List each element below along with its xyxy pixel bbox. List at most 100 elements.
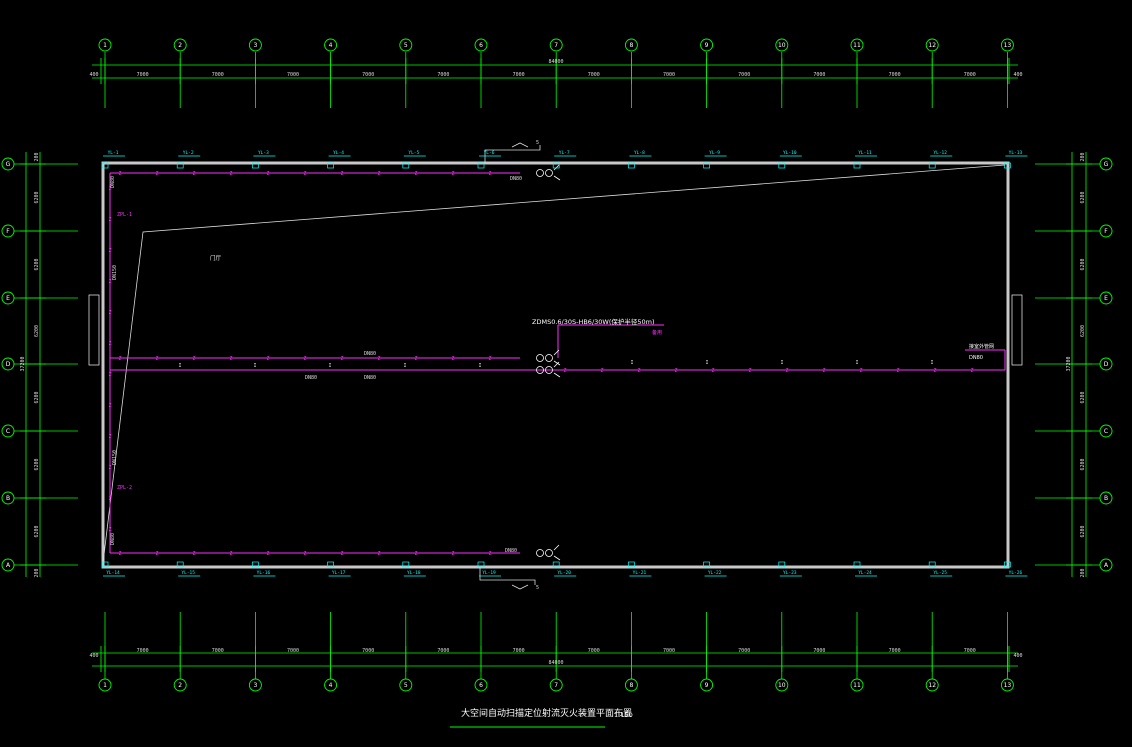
column-tag-YL-13: YL-13	[1009, 150, 1023, 156]
bay-dimension-bottom: 7000	[588, 648, 600, 654]
axis-bubble-1-bottom	[98, 678, 112, 692]
pipe-marker-z: Z	[229, 551, 232, 557]
column-icon	[176, 162, 184, 169]
connection-dn: DN80	[969, 355, 983, 361]
end-offset-dimension: 400	[89, 72, 98, 78]
column-tag-YL-25: YL-25	[933, 570, 947, 576]
axis-label-8: 8	[629, 682, 633, 689]
section-arrow-top	[511, 142, 529, 148]
room-label: 门厅	[210, 254, 222, 262]
pipe-marker-z: Z	[637, 368, 640, 374]
axis-bubble-G-left	[1, 157, 15, 171]
axis-label-13: 13	[1004, 42, 1012, 49]
bay-dimension-bottom: 7000	[137, 648, 149, 654]
axis-bubble-E-right	[1099, 291, 1113, 305]
pipe-marker-z: Z	[414, 551, 417, 557]
overall-width-left: 37200	[20, 356, 26, 371]
row-dimension-right: 6200	[1080, 325, 1086, 337]
axis-label-1: 1	[103, 42, 107, 49]
pipe-marker-z: Z	[896, 368, 899, 374]
column-tag-YL-8: YL-8	[634, 150, 645, 156]
axis-bubble-7-bottom	[549, 678, 563, 692]
dn-label-bottom: DN80	[505, 548, 517, 554]
pipe-marker-z: Z	[933, 368, 936, 374]
partition-line	[102, 164, 1006, 564]
pipe-marker-z: Z	[155, 171, 158, 177]
column-tag-YL-21: YL-21	[633, 570, 647, 576]
column-tag-YL-26: YL-26	[1009, 570, 1023, 576]
bay-dimension-top: 7000	[212, 72, 224, 78]
column-icon	[477, 162, 485, 169]
column-icon	[402, 162, 410, 169]
axis-bubble-13-top	[1000, 38, 1014, 52]
pipe-marker-z: Z	[118, 551, 121, 557]
axis-bubble-A-left	[1, 558, 15, 572]
axis-bubble-9-bottom	[700, 678, 714, 692]
row-dimension-right: 6200	[1080, 191, 1086, 203]
pipe-marker-z: Z	[451, 171, 454, 177]
axis-label-10: 10	[778, 42, 786, 49]
pipe-marker-z: Z	[192, 356, 195, 362]
bay-dimension-bottom: 7000	[889, 648, 901, 654]
pipe-network: Z Z Z Z Z Z Z Z Z Z Z Z Z Z Z Z Z Z Z Z Z Z Z Z Z Z Z Z Z Z Z Z Z Z Z Z Z Z Z Z…	[108, 164, 1006, 561]
axis-bubble-11-top	[850, 38, 864, 52]
axis-label-6: 6	[479, 682, 483, 689]
axis-bubble-3-top	[248, 38, 262, 52]
axis-label-5: 5	[404, 682, 408, 689]
axis-bubble-13-bottom	[1000, 678, 1014, 692]
cannon-icon	[545, 354, 553, 362]
bay-dimension-top: 7000	[738, 72, 750, 78]
axis-label-G: G	[6, 161, 11, 168]
device-note: 备用	[652, 329, 662, 336]
bay-dimension-top: 7000	[813, 72, 825, 78]
column-tag-YL-7: YL-7	[559, 150, 570, 156]
column-tags: YL-1 YL-2 YL-3 YL-4 YL-5 YL-6 YL-7 YL-8 YL-9 YL-1…	[101, 150, 1028, 577]
bay-dimension-top: 7000	[588, 72, 600, 78]
axis-bubble-8-top	[624, 38, 638, 52]
edge-offset-dimension: 200	[1080, 568, 1086, 577]
pipe-marker-z: Z	[108, 372, 111, 378]
column-icon	[552, 561, 560, 568]
column-tag-YL-3: YL-3	[258, 150, 269, 156]
axis-bubble-D-right	[1099, 357, 1113, 371]
axis-bubble-7-top	[549, 38, 563, 52]
bay-dimension-top: 7000	[287, 72, 299, 78]
pipe-marker-z: Z	[340, 551, 343, 557]
riser-label-1: ZPL-1	[117, 212, 132, 218]
bay-dimension-bottom: 7000	[212, 648, 224, 654]
axis-label-C: C	[6, 428, 10, 435]
door-right	[1011, 294, 1023, 366]
column-icon	[628, 162, 635, 169]
pipe-marker-i: I	[855, 360, 858, 366]
axis-label-1: 1	[103, 682, 107, 689]
bay-dimension-bottom: 7000	[437, 648, 449, 654]
pipe-marker-z: Z	[192, 551, 195, 557]
row-dimension-left: 6200	[34, 258, 40, 270]
axis-label-12: 12	[928, 682, 936, 689]
pipe-marker-z: Z	[822, 368, 825, 374]
pipe-marker-i: I	[178, 363, 181, 369]
axis-bubble-12-bottom	[925, 678, 939, 692]
column-icon	[101, 162, 109, 169]
axis-bubble-C-right	[1099, 424, 1113, 438]
axis-label-3: 3	[253, 682, 257, 689]
pipe-marker-z: Z	[118, 171, 121, 177]
column-icon	[1004, 561, 1011, 568]
dn-label-riser: DN150	[112, 265, 118, 280]
pipe-marker-z: Z	[451, 356, 454, 362]
column-icon	[327, 162, 334, 169]
pipe-marker-z: Z	[108, 496, 111, 502]
pipe-marker-i: I	[705, 360, 708, 366]
column-icon	[928, 162, 936, 169]
axis-label-F: F	[6, 228, 10, 235]
column-icon	[176, 561, 184, 568]
pipe-marker-z: Z	[488, 171, 491, 177]
pipe-marker-z: Z	[785, 368, 788, 374]
axis-label-3: 3	[253, 42, 257, 49]
axis-bubble-5-bottom	[399, 678, 413, 692]
column-icon	[703, 162, 710, 169]
end-offset-dimension: 400	[1013, 72, 1022, 78]
column-tag-YL-9: YL-9	[709, 150, 720, 156]
axis-label-D: D	[1104, 361, 1109, 368]
bay-dimension-top: 7000	[663, 72, 675, 78]
